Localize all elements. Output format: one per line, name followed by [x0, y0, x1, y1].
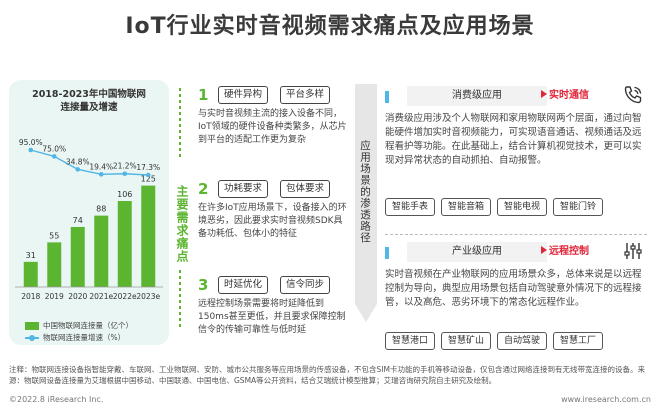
scene-chips: 智慧港口 智慧矿山 自动驾驶 智慧工厂 [385, 332, 604, 350]
website: www.iresearch.com.cn [561, 395, 651, 404]
bar-value-label: 88 [96, 205, 106, 214]
pain-tag: 包体要求 [280, 180, 331, 198]
footnote: 注释：物联网连接设备指智能穿戴、车联网、工业物联网、安防、城市公共服务等应用场景… [9, 365, 645, 385]
pain-point-number: 1 [198, 86, 209, 104]
chart-title: 2018-2023年中国物联网 连接量及增速 [9, 88, 169, 114]
x-tick-label: 2018 [21, 292, 40, 301]
scene-header: 产业级应用 远程控制 [385, 240, 647, 262]
bar-2019 [47, 242, 62, 287]
legend-line-swatch [25, 334, 39, 341]
bar-value-label: 55 [49, 231, 59, 240]
scene-accent-bar [385, 91, 389, 103]
scene-chip: 智能音箱 [441, 198, 492, 216]
pain-point-desc: 与实时音视频主流的接入设备不同，IoT领域的硬件设备种类繁多，从芯片到平台的适配… [198, 109, 347, 145]
growth-point [145, 172, 151, 178]
scene-chip: 智慧港口 [385, 332, 436, 350]
dots-top [178, 88, 182, 160]
scene-chips: 智能手表 智能音箱 智能电视 智能门铃 [385, 198, 604, 216]
x-tick-label: 2023e [136, 292, 160, 301]
scene-chip: 智能门铃 [553, 198, 604, 216]
scene-name: 消费级应用 [407, 86, 547, 106]
legend-bar: 中国物联网连接量（亿个） [25, 320, 133, 331]
scene-chip: 智能电视 [497, 198, 548, 216]
pain-point-number: 2 [198, 180, 209, 198]
growth-value-label: 19.4% [89, 162, 113, 171]
scene-chip: 智慧矿山 [441, 332, 492, 350]
pain-point-desc: 在许多IoT应用场景下，设备接入的环境恶劣，因此要求实时音视频SDK具备功耗低、… [198, 203, 347, 239]
legend-bar-swatch [25, 321, 39, 330]
x-tick-label: 2020 [68, 292, 87, 301]
page-title: IoT行业实时音视频需求痛点及应用场景 [125, 14, 535, 39]
pain-tag: 信令同步 [280, 276, 331, 294]
dots-bottom [178, 270, 182, 330]
growth-point [51, 154, 57, 159]
sliders-icon [624, 243, 642, 259]
pain-tag: 功耗要求 [218, 180, 269, 198]
copyright: ©2022.8 iResearch Inc. [9, 395, 104, 404]
growth-value-label: 75.0% [42, 144, 66, 153]
phone-icon [624, 86, 642, 104]
growth-point [28, 147, 34, 153]
scene-chip: 智慧工厂 [553, 332, 604, 350]
chart-panel: 2018-2023年中国物联网 连接量及增速 31 2018 55 2019 74 202… [9, 80, 169, 345]
growth-value-label: 95.0% [19, 138, 43, 147]
legend-line: 物联网连接量增速（%） [25, 332, 125, 343]
growth-value-label: 17.3% [136, 163, 160, 172]
growth-value-label: 21.2% [113, 162, 137, 171]
pain-point-desc: 远程控制场景需要将时延降低到150ms甚至更低，并且要求保障控制信令的传输可靠性… [198, 299, 346, 335]
scene-name: 产业级应用 [407, 242, 547, 262]
pain-point-number: 3 [198, 276, 209, 294]
pain-tag: 硬件异构 [218, 86, 269, 104]
route-label: 应用场景的渗透路径 [359, 140, 371, 244]
bar-2022e [117, 201, 132, 287]
scene-chip: 智能手表 [385, 198, 436, 216]
chart-title-line-2: 连接量及增速 [60, 102, 118, 113]
bar-value-label: 125 [141, 175, 156, 184]
growth-value-label: 34.8% [66, 157, 90, 166]
bar-value-label: 74 [73, 216, 83, 225]
route-arrow-head [355, 304, 377, 322]
iot-connection-chart: 31 2018 55 2019 74 2020 88 2021e 106 2022e 125 2023… [15, 138, 163, 301]
pain-tag: 时延优化 [218, 276, 269, 294]
legend-line-label: 物联网连接量增速（%） [43, 333, 126, 342]
pain-points-label: 主要需求痛点 [175, 185, 189, 263]
scene-desc: 消费级应用涉及个人物联网和家用物联网两个层面，通过向智能硬件增加实时音视频能力，… [385, 113, 642, 166]
bar-2018 [23, 261, 38, 287]
chart-title-line-1: 2018-2023年中国物联网 [32, 89, 146, 100]
x-tick-label: 2021e [89, 292, 113, 301]
x-tick-label: 2019 [45, 292, 64, 301]
route-arrow-body [355, 84, 377, 304]
x-tick-label: 2022e [113, 292, 137, 301]
growth-point [98, 172, 104, 177]
bar-value-label: 106 [117, 190, 132, 199]
scene-tag: 实时通信 [541, 86, 589, 106]
bar-2021e [94, 215, 109, 287]
bar-2020 [70, 226, 85, 287]
scene-chip: 自动驾驶 [497, 332, 548, 350]
bar-2023e [141, 185, 156, 287]
scene-divider [385, 234, 647, 235]
scene-header: 消费级应用 实时通信 [385, 84, 647, 106]
scene-tag: 远程控制 [541, 242, 589, 262]
growth-line [30, 149, 149, 176]
growth-point [122, 171, 128, 177]
growth-point [75, 167, 81, 172]
scene-accent-bar [385, 247, 389, 259]
scene-desc: 实时音视频在产业物联网的应用场景众多，总体来说是以远程控制为导向，典型应用场景包… [385, 269, 642, 308]
pain-tag: 平台多样 [280, 86, 331, 104]
legend-bar-label: 中国物联网连接量（亿个） [43, 321, 133, 330]
bar-value-label: 31 [26, 251, 36, 260]
